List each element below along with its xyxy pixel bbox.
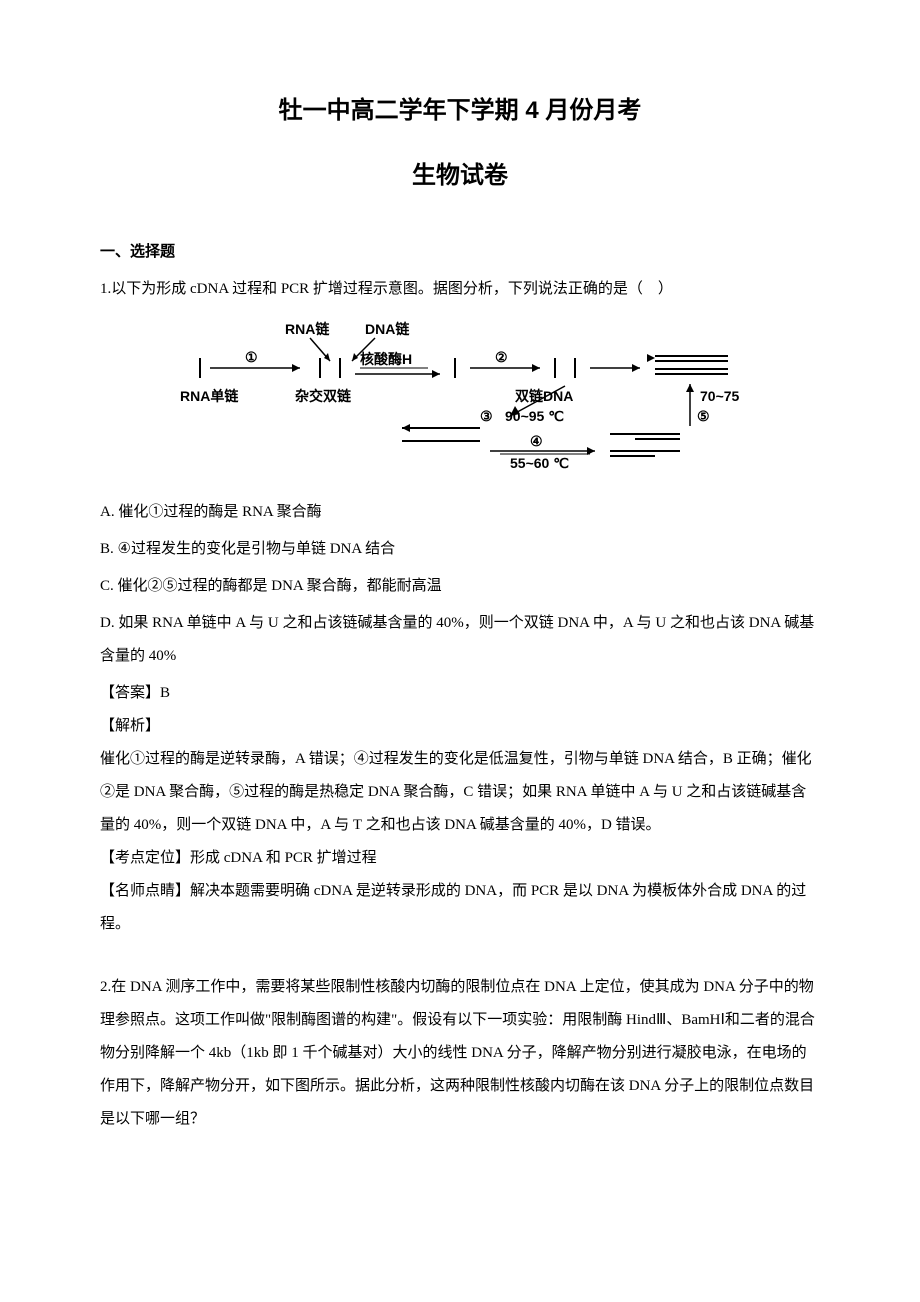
- q2-stem: 2.在 DNA 测序工作中，需要将某些限制性核酸内切酶的限制位点在 DNA 上定…: [100, 971, 820, 1136]
- q1-diagram: RNA链 DNA链 ① 核酸酶H: [100, 316, 820, 481]
- label-c5: ⑤: [697, 408, 710, 424]
- q1-analysis-body: 催化①过程的酶是逆转录酶，A 错误；④过程发生的变化是低温复性，引物与单链 DN…: [100, 743, 820, 842]
- page-title-sub: 生物试卷: [100, 155, 820, 190]
- q1-answer: 【答案】B: [100, 677, 820, 710]
- q1-kaodian: 【考点定位】形成 cDNA 和 PCR 扩增过程: [100, 842, 820, 875]
- q1-option-a: A. 催化①过程的酶是 RNA 聚合酶: [100, 496, 820, 529]
- label-temp2: 55~60 ℃: [510, 455, 569, 471]
- q1-option-c: C. 催化②⑤过程的酶都是 DNA 聚合酶，都能耐高温: [100, 570, 820, 603]
- label-rna-single: RNA单链: [180, 388, 239, 404]
- q1-analysis-label: 【解析】: [100, 710, 820, 743]
- label-c3: ③: [480, 408, 493, 424]
- label-rna-chain: RNA链: [285, 321, 330, 337]
- spacer: [100, 941, 820, 971]
- label-dna-chain: DNA链: [365, 321, 410, 337]
- label-nuclease: 核酸酶H: [360, 351, 412, 367]
- label-c2: ②: [495, 349, 508, 365]
- label-temp3: 70~75 ℃: [700, 388, 740, 404]
- label-c4: ④: [530, 433, 543, 449]
- label-c1: ①: [245, 349, 258, 365]
- q1-stem: 1.以下为形成 cDNA 过程和 PCR 扩增过程示意图。据图分析，下列说法正确…: [100, 273, 820, 306]
- label-dsdna: 双链DNA: [515, 388, 573, 404]
- q1-option-d: D. 如果 RNA 单链中 A 与 U 之和占该链碱基含量的 40%，则一个双链…: [100, 607, 820, 673]
- q1-dianping: 【名师点睛】解决本题需要明确 cDNA 是逆转录形成的 DNA，而 PCR 是以…: [100, 875, 820, 941]
- page-title-main: 牡一中高二学年下学期 4 月份月考: [100, 90, 820, 125]
- label-hybrid: 杂交双链: [295, 388, 352, 404]
- section-heading: 一、选择题: [100, 240, 820, 261]
- label-temp1: 90~95 ℃: [505, 408, 564, 424]
- q1-option-b: B. ④过程发生的变化是引物与单链 DNA 结合: [100, 533, 820, 566]
